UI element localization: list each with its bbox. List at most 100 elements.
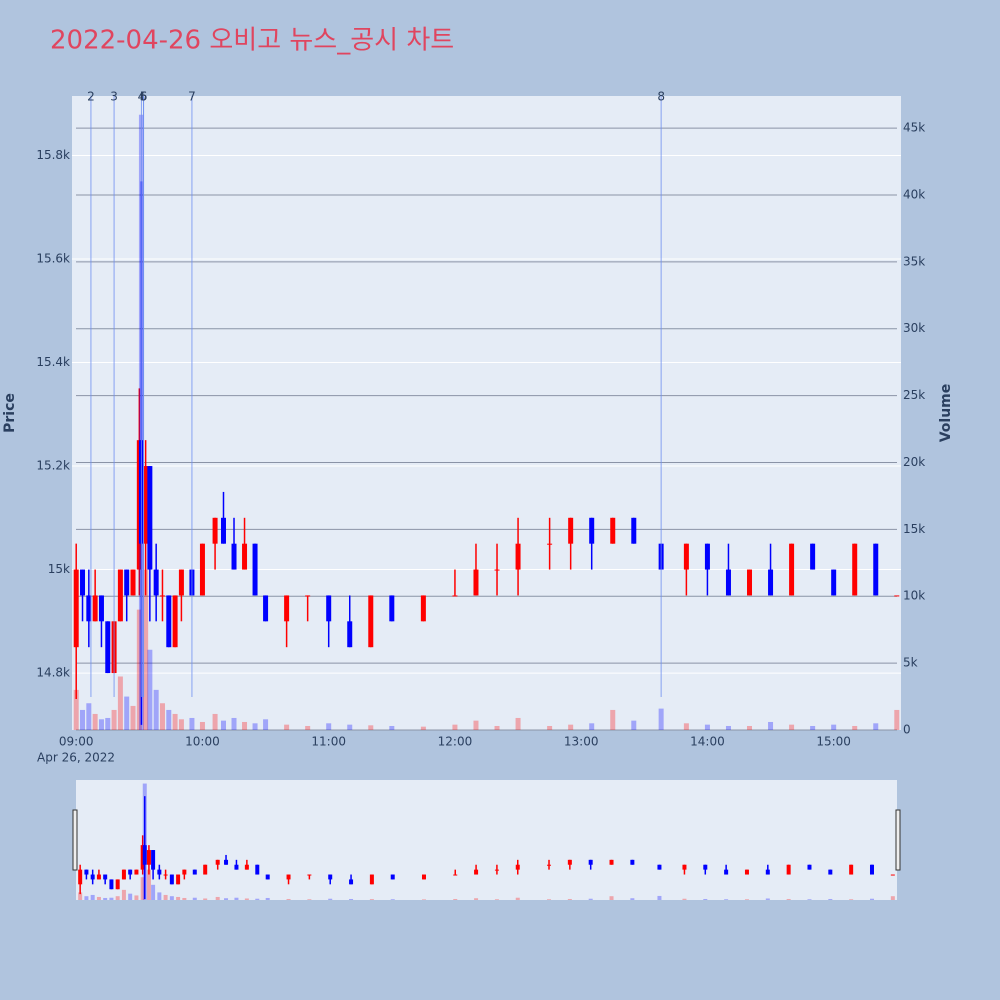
volume-bar xyxy=(610,709,616,730)
y-tick-label: 15.6k xyxy=(36,252,70,266)
candle-body xyxy=(768,569,774,596)
candle-body xyxy=(115,879,120,890)
range-handle[interactable] xyxy=(895,809,901,871)
volume-bar xyxy=(725,725,731,730)
candle-body xyxy=(368,595,374,648)
volume-bar xyxy=(609,896,614,900)
volume-bar xyxy=(704,724,710,730)
volume-bar xyxy=(178,719,184,730)
candle-body xyxy=(421,874,426,880)
y2-tick-label: 25k xyxy=(903,388,925,402)
volume-bar xyxy=(147,649,153,730)
candle-body xyxy=(203,864,208,875)
volume-bar xyxy=(894,709,900,730)
candle-body xyxy=(242,543,248,570)
chart-title: 2022-04-26 오비고 뉴스_공시 차트 xyxy=(50,26,454,56)
y2-tick-label: 30k xyxy=(903,321,925,335)
candle-body xyxy=(807,864,812,870)
candle-body xyxy=(326,595,332,622)
candle-body xyxy=(96,874,101,880)
volume-bar xyxy=(203,898,208,900)
volume-bar xyxy=(682,898,687,900)
volume-bar xyxy=(869,898,874,900)
volume-bar xyxy=(747,725,753,730)
volume-bar xyxy=(109,897,114,900)
volume-bar xyxy=(80,709,86,730)
y2-axis-title: Volume xyxy=(938,384,954,443)
candle-body xyxy=(589,517,595,544)
volume-bar xyxy=(105,717,111,730)
candle-body xyxy=(73,569,79,648)
candle-body xyxy=(474,869,479,875)
candle-body xyxy=(215,859,220,865)
volume-bar xyxy=(244,898,249,900)
candle-body xyxy=(568,517,574,544)
volume-bar xyxy=(157,892,162,900)
volume-bar xyxy=(143,569,149,730)
volume-bar xyxy=(284,724,290,730)
volume-bar xyxy=(176,896,181,900)
candle-body xyxy=(305,595,311,597)
candle-body xyxy=(515,543,521,570)
volume-bar xyxy=(130,705,136,730)
volume-bar xyxy=(515,897,520,900)
candle-body xyxy=(234,864,239,870)
candle-body xyxy=(140,845,145,870)
candle-body xyxy=(810,543,816,570)
volume-bar xyxy=(231,717,237,730)
candle-body xyxy=(683,543,689,570)
news-label: 2 xyxy=(87,90,95,104)
candle-body xyxy=(224,859,229,865)
candle-body xyxy=(78,869,83,885)
candle-body xyxy=(151,850,156,870)
volume-bar xyxy=(128,893,133,900)
volume-bar xyxy=(494,899,499,900)
volume-bar xyxy=(252,723,258,730)
candle-body xyxy=(98,595,104,622)
volume-bar xyxy=(807,899,812,900)
volume-bar xyxy=(347,724,353,730)
candle-body xyxy=(494,869,499,871)
volume-bar xyxy=(390,899,395,900)
volume-bar xyxy=(852,725,858,730)
news-label: 4 xyxy=(138,90,146,104)
volume-bar xyxy=(849,899,854,900)
volume-bar xyxy=(212,713,218,730)
x-tick-label: 15:00 xyxy=(816,735,851,749)
candle-body xyxy=(159,595,165,597)
volume-bar xyxy=(831,724,837,730)
volume-bar xyxy=(84,896,89,900)
candle-body xyxy=(894,595,900,597)
news-label: 7 xyxy=(188,90,196,104)
volume-bar xyxy=(328,898,333,900)
x-tick-label: 10:00 xyxy=(185,735,220,749)
y-tick-label: 15.2k xyxy=(36,459,70,473)
candle-body xyxy=(725,569,731,596)
candle-body xyxy=(630,859,635,865)
x-tick-label: 13:00 xyxy=(564,735,599,749)
range-handle[interactable] xyxy=(72,809,78,871)
candle-body xyxy=(130,569,136,596)
volume-bar xyxy=(631,720,637,730)
x-tick-label: 12:00 xyxy=(438,735,473,749)
volume-bar xyxy=(765,898,770,900)
candle-body xyxy=(347,621,353,648)
volume-bar xyxy=(547,725,553,730)
volume-bar xyxy=(567,898,572,900)
candle-body xyxy=(255,864,260,875)
candle-body xyxy=(252,543,258,596)
candle-body xyxy=(90,874,95,880)
candle-body xyxy=(682,864,687,870)
rangeslider[interactable] xyxy=(76,780,897,900)
candle-body xyxy=(515,864,520,870)
candle-body xyxy=(169,874,174,885)
volume-bar xyxy=(369,899,374,900)
volume-bar xyxy=(189,717,195,730)
volume-bar xyxy=(873,723,879,730)
candle-body xyxy=(869,864,874,875)
candle-body xyxy=(84,869,89,875)
volume-bar xyxy=(420,726,426,730)
volume-bar xyxy=(169,896,174,900)
candle-body xyxy=(369,874,374,885)
volume-bar xyxy=(494,725,500,730)
